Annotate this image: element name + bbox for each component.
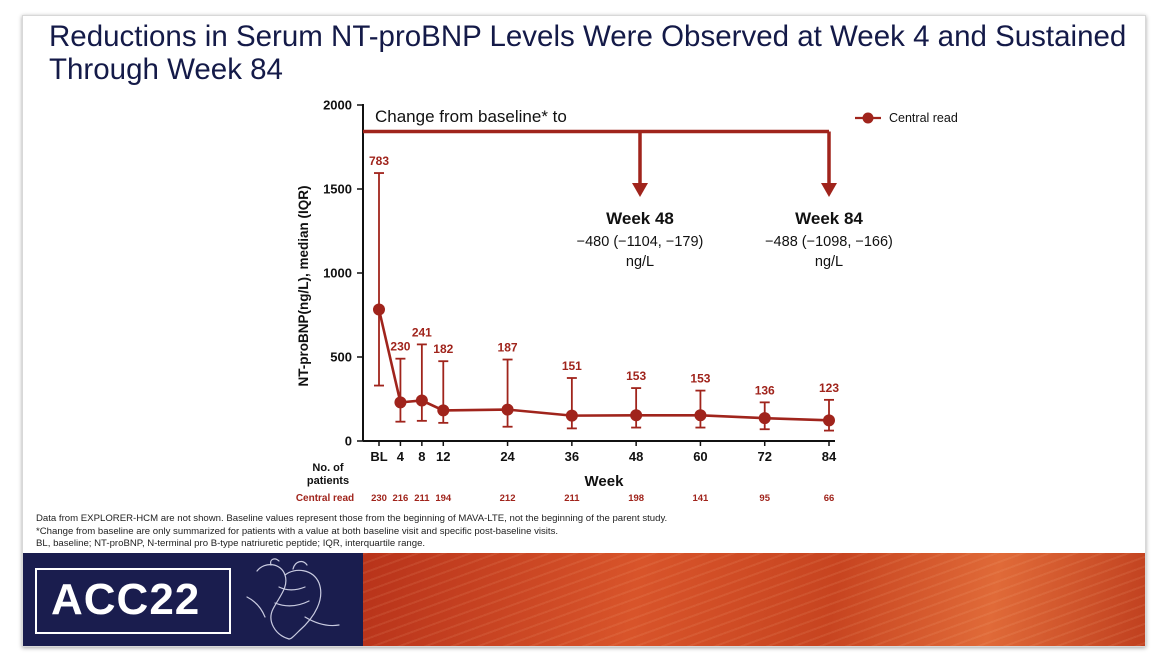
legend: Central read xyxy=(855,111,958,125)
y-tick-label: 500 xyxy=(330,350,352,365)
data-point xyxy=(630,409,643,422)
data-point xyxy=(373,303,385,316)
footnotes: Data from EXPLORER-HCM are not shown. Ba… xyxy=(36,513,1136,551)
data-point xyxy=(501,403,514,416)
x-tick-label: 12 xyxy=(436,449,450,464)
patient-count: 211 xyxy=(414,493,430,504)
data-label: 182 xyxy=(433,342,453,356)
legend-label: Central read xyxy=(889,111,958,125)
data-point xyxy=(694,409,707,422)
patient-count: 230 xyxy=(371,493,387,504)
patients-header-line2: patients xyxy=(307,475,349,487)
change-annotation: Change from baseline* to Week 48 −480 (−… xyxy=(363,107,893,270)
data-point xyxy=(565,409,578,422)
annotation-week84-unit: ng/L xyxy=(815,254,843,270)
patient-count: 194 xyxy=(435,493,452,504)
patient-count: 66 xyxy=(824,493,835,504)
data-label: 230 xyxy=(390,340,410,354)
arrow-head-week48 xyxy=(632,183,648,197)
footnote: Data from EXPLORER-HCM are not shown. Ba… xyxy=(36,513,668,524)
patient-count: 216 xyxy=(392,493,408,504)
legend-marker xyxy=(862,112,874,124)
data-point xyxy=(758,412,771,425)
y-tick-label: 1000 xyxy=(323,266,352,281)
x-ticks: BL 4 8 12 24 36 48 60 72 84 xyxy=(370,441,837,464)
y-tick-label: 1500 xyxy=(323,182,352,197)
data-label: 153 xyxy=(690,372,710,386)
chart: 0 500 1000 1500 2000 BL 4 8 12 24 36 48 60 72 84 NT-p… xyxy=(296,98,958,505)
y-axis-label: NT-proBNP(ng/L), median (IQR) xyxy=(296,186,311,387)
patients-row-label: Central read xyxy=(296,493,354,504)
x-tick-label: 8 xyxy=(418,449,425,464)
x-axis-label: Week xyxy=(585,473,625,490)
x-tick-label: BL xyxy=(370,449,387,464)
acc22-logo: ACC22 xyxy=(51,575,201,624)
data-label: 123 xyxy=(819,381,839,395)
patient-counts: 230 216 211 194 212 211 198 141 95 66 xyxy=(371,493,834,504)
y-tick-label: 2000 xyxy=(323,98,352,113)
data-label: 151 xyxy=(562,359,582,373)
annotation-week48-title: Week 48 xyxy=(606,209,674,228)
slide: Reductions in Serum NT-proBNP Levels Wer… xyxy=(22,15,1146,647)
x-tick-label: 60 xyxy=(693,449,707,464)
patients-table: No. of patients Central read 230 216 211 19… xyxy=(296,462,834,504)
annotation-week48-unit: ng/L xyxy=(626,254,654,270)
conference-banner: ACC22 xyxy=(23,553,1145,646)
annotation-week48-value: −480 (−1104, −179) xyxy=(577,234,704,250)
data-label: 241 xyxy=(412,325,432,339)
series-line xyxy=(377,309,830,422)
heart-line-art-icon xyxy=(246,558,340,640)
data-point xyxy=(437,404,450,417)
data-label: 136 xyxy=(755,383,775,397)
annotation-bracket xyxy=(363,129,831,184)
data-point xyxy=(394,396,407,409)
patient-count: 95 xyxy=(759,493,770,504)
banner-navy-panel: ACC22 xyxy=(23,553,363,646)
x-tick-label: 48 xyxy=(629,449,643,464)
data-label: 783 xyxy=(369,154,389,168)
annotation-header: Change from baseline* to xyxy=(375,107,567,126)
x-tick-label: 4 xyxy=(397,449,405,464)
annotation-week84-title: Week 84 xyxy=(795,209,863,228)
footnote: *Change from baseline are only summarize… xyxy=(36,525,559,537)
acc22-logo-frame xyxy=(35,568,231,634)
data-label: 187 xyxy=(498,341,518,355)
patient-count: 141 xyxy=(692,493,709,504)
footnote: BL, baseline; NT-proBNP, N-terminal pro … xyxy=(36,538,426,549)
data-point xyxy=(823,414,835,427)
patient-count: 211 xyxy=(564,493,580,504)
slide-title: Reductions in Serum NT-proBNP Levels Wer… xyxy=(49,20,1127,86)
x-tick-label: 84 xyxy=(822,449,837,464)
x-tick-label: 36 xyxy=(565,449,579,464)
annotation-week84-value: −488 (−1098, −166) xyxy=(765,234,893,250)
data-point xyxy=(415,394,428,407)
patients-header-line1: No. of xyxy=(312,462,343,474)
data-label: 153 xyxy=(626,369,646,383)
banner-texture xyxy=(363,553,1145,646)
x-tick-label: 24 xyxy=(500,449,515,464)
x-tick-label: 72 xyxy=(757,449,771,464)
y-ticks: 0 500 1000 1500 2000 xyxy=(323,98,363,449)
arrow-head-week84 xyxy=(821,183,837,197)
y-tick-label: 0 xyxy=(345,434,352,449)
patient-count: 198 xyxy=(628,493,644,504)
patient-count: 212 xyxy=(500,493,516,504)
